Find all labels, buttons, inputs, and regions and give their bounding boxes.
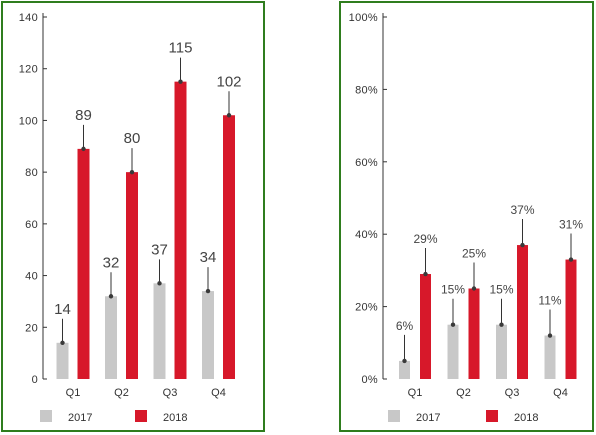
y-tick-label: 20 (25, 322, 38, 334)
bar-2017-q4 (544, 335, 556, 379)
data-label: 14 (54, 301, 71, 318)
x-category-label: Q4 (211, 387, 226, 399)
x-category-label: Q1 (408, 387, 423, 399)
chart-right-svg: 0% 20% 40% 60% 80% 100% 6% 29% Q1 15% 25% Q2 15% 37% Q… (349, 12, 584, 424)
chart-panel-right: 0% 20% 40% 60% 80% 100% 6% 29% Q1 15% 25% Q2 15% 37% Q… (339, 1, 594, 432)
y-tick-label: 100% (349, 12, 378, 24)
data-label: 31% (559, 218, 583, 232)
legend-label: 2017 (68, 412, 92, 424)
x-category-label: Q4 (553, 387, 568, 399)
data-point-dot (423, 271, 428, 277)
y-tick-label: 120 (19, 64, 38, 76)
bar-2018-q3 (174, 81, 187, 380)
bar-2017-q4 (202, 291, 214, 379)
data-label: 29% (413, 232, 437, 246)
y-tick-label: 20% (355, 302, 378, 314)
data-point-dot (520, 242, 525, 248)
data-label: 11% (538, 294, 561, 308)
data-point-dot (471, 286, 477, 291)
data-point-dot (402, 358, 407, 364)
data-label: 34 (200, 249, 217, 266)
data-label: 25% (462, 247, 486, 261)
y-tick-label: 140 (19, 12, 38, 24)
data-point-dot (205, 288, 211, 294)
data-point-dot (568, 257, 574, 262)
y-tick-label: 80 (25, 167, 38, 179)
bar-2018-q4 (565, 259, 577, 379)
legend-label: 2018 (163, 412, 187, 424)
data-point-dot (178, 79, 183, 84)
bar-2017-q2 (105, 296, 117, 379)
bar-2017-q3 (153, 283, 166, 379)
data-label: 15% (489, 283, 513, 297)
bar-2017-q1 (56, 342, 69, 379)
data-point-dot (499, 322, 504, 327)
data-label: 115 (169, 40, 193, 57)
y-tick-label: 40 (25, 271, 38, 283)
data-label: 6% (396, 319, 414, 333)
bar-2018-q2 (126, 172, 138, 379)
data-point-dot (547, 333, 553, 338)
data-point-dot (108, 294, 114, 299)
y-tick-label: 60 (25, 219, 38, 231)
bar-2018-q4 (223, 115, 235, 379)
legend-swatch-2018 (135, 410, 147, 422)
data-label: 80 (124, 130, 141, 147)
data-label: 89 (75, 107, 92, 124)
x-category-label: Q1 (66, 387, 81, 399)
chart-left-svg: 0 20 40 60 80 100 120 140 14 89 Q1 32 80 Q2 37 115 Q3 34 1… (19, 12, 242, 424)
y-tick-label: 0 (32, 374, 38, 386)
data-label: 32 (103, 254, 120, 271)
legend-label: 2018 (514, 412, 538, 424)
bar-2017-q1 (399, 360, 410, 379)
data-label: 102 (216, 73, 241, 90)
y-tick-label: 80% (355, 84, 378, 96)
x-category-label: Q2 (456, 387, 471, 399)
legend-swatch-2017 (388, 410, 400, 422)
bar-2018-q1 (420, 274, 431, 379)
data-label: 37 (151, 241, 168, 258)
bar-2017-q3 (496, 324, 507, 379)
bar-2017-q2 (447, 324, 459, 379)
data-point-dot (81, 146, 86, 152)
data-point-dot (450, 322, 456, 327)
x-category-label: Q3 (163, 387, 178, 399)
y-tick-label: 60% (355, 157, 378, 169)
data-point-dot (60, 340, 65, 345)
x-category-label: Q2 (114, 387, 129, 399)
y-tick-label: 0% (362, 374, 379, 386)
legend-swatch-2018 (486, 410, 498, 422)
x-category-label: Q3 (505, 387, 520, 399)
bar-2018-q3 (517, 245, 528, 379)
bar-2018-q1 (77, 148, 90, 379)
legend-label: 2017 (416, 412, 440, 424)
data-point-dot (157, 281, 162, 286)
data-label: 37% (510, 203, 534, 217)
bar-2018-q2 (468, 288, 480, 379)
data-point-dot (129, 169, 135, 175)
data-point-dot (226, 113, 232, 118)
data-label: 15% (441, 283, 465, 297)
chart-panel-left: 0 20 40 60 80 100 120 140 14 89 Q1 32 80 Q2 37 115 Q3 34 1… (1, 1, 265, 432)
y-tick-label: 100 (19, 115, 38, 127)
legend-swatch-2017 (40, 410, 52, 422)
y-tick-label: 40% (355, 229, 378, 241)
